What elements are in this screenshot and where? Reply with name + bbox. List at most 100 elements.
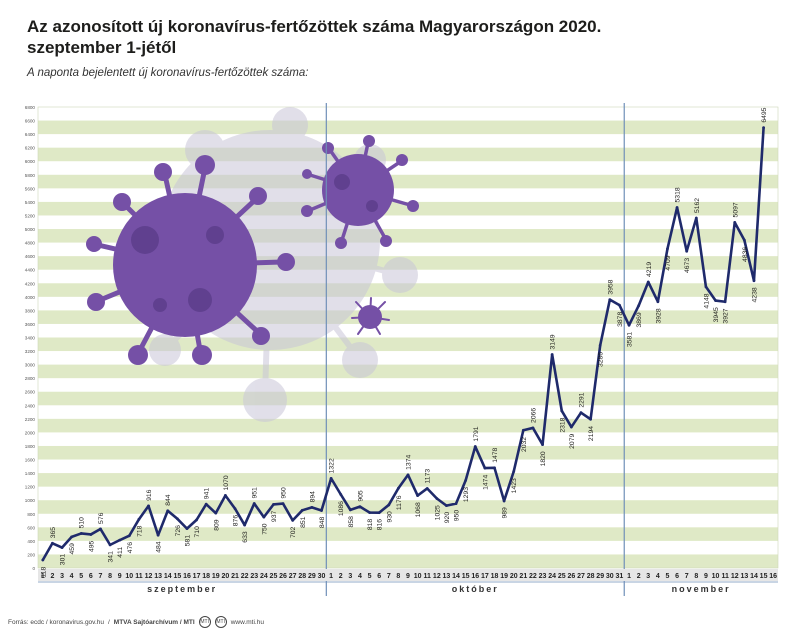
data-label: 3927 bbox=[723, 308, 730, 323]
data-label: 1293 bbox=[463, 487, 470, 502]
data-label: 950 bbox=[281, 487, 288, 499]
data-label: 951 bbox=[252, 487, 259, 499]
data-label: 930 bbox=[386, 511, 393, 523]
data-label: 484 bbox=[156, 541, 163, 553]
y-tick-label: 5400 bbox=[25, 200, 36, 205]
data-label: 809 bbox=[213, 519, 220, 531]
data-point bbox=[483, 466, 487, 470]
y-tick-label: 4600 bbox=[25, 254, 36, 259]
x-axis-band bbox=[38, 569, 778, 581]
y-tick-label: 3000 bbox=[25, 363, 36, 368]
data-point bbox=[502, 499, 506, 503]
x-tick-label: 13 bbox=[154, 573, 162, 580]
data-label: 718 bbox=[136, 525, 143, 537]
x-tick-label: 2 bbox=[50, 573, 54, 580]
data-label: 5162 bbox=[694, 198, 701, 213]
chart-subtitle: A naponta bejelentett új koronavírus-fer… bbox=[27, 67, 309, 79]
x-tick-label: 30 bbox=[318, 573, 326, 580]
data-label: 894 bbox=[309, 491, 316, 503]
data-label: 495 bbox=[88, 540, 95, 552]
data-label: 2318 bbox=[559, 417, 566, 432]
month-label: szeptember bbox=[147, 584, 217, 594]
data-point bbox=[541, 443, 544, 447]
data-point bbox=[329, 476, 333, 480]
x-tick-label: 22 bbox=[529, 573, 537, 580]
x-tick-label: 14 bbox=[164, 573, 172, 580]
url-text: www.mti.hu bbox=[230, 618, 264, 626]
data-label: 1173 bbox=[425, 469, 432, 484]
data-point bbox=[204, 502, 208, 506]
data-label: 702 bbox=[290, 526, 297, 538]
y-tick-label: 1600 bbox=[25, 458, 36, 463]
data-point bbox=[694, 216, 698, 220]
x-tick-label: 27 bbox=[577, 573, 585, 580]
data-label: 1068 bbox=[415, 502, 422, 517]
mti-logo-icon: MTI bbox=[198, 616, 211, 628]
x-tick-label: 18 bbox=[202, 573, 210, 580]
data-label: 726 bbox=[175, 525, 182, 537]
data-label: 2032 bbox=[521, 437, 528, 452]
x-tick-label: 1 bbox=[41, 573, 45, 580]
y-tick-label: 4400 bbox=[25, 268, 36, 273]
data-label: 1025 bbox=[434, 505, 441, 520]
data-label: 581 bbox=[184, 535, 191, 547]
data-point bbox=[656, 300, 660, 304]
data-point bbox=[60, 546, 64, 549]
data-label: 989 bbox=[502, 507, 509, 519]
data-point bbox=[733, 221, 737, 224]
source-text: Forrás: ecdc / koronavirus.gov.hu bbox=[8, 618, 104, 626]
background-stripe bbox=[38, 473, 778, 487]
x-tick-label: 30 bbox=[606, 573, 614, 580]
data-label: 750 bbox=[261, 523, 268, 535]
data-point bbox=[262, 515, 266, 519]
data-label: 576 bbox=[98, 512, 105, 524]
y-axis: 0 200 400 600 800 1000 1200 1400 1600 1800 2000 220… bbox=[25, 105, 36, 571]
x-tick-label: 13 bbox=[740, 573, 748, 580]
x-tick-label: 6 bbox=[675, 573, 679, 580]
x-tick-label: 25 bbox=[270, 573, 278, 580]
x-tick-label: 5 bbox=[368, 573, 372, 580]
data-label: 1086 bbox=[338, 501, 345, 516]
data-point bbox=[704, 285, 708, 289]
data-point bbox=[445, 504, 448, 508]
x-tick-label: 7 bbox=[99, 573, 103, 580]
data-point bbox=[368, 511, 371, 514]
data-point bbox=[41, 558, 45, 562]
data-point bbox=[147, 504, 150, 508]
data-label: 4709 bbox=[665, 255, 672, 270]
series-line-path bbox=[41, 126, 765, 562]
x-tick-label: 1 bbox=[627, 573, 631, 580]
month-dividers bbox=[38, 103, 778, 596]
footer: Forrás: ecdc / koronavirus.gov.hu / MTVA… bbox=[8, 616, 264, 628]
x-tick-label: 15 bbox=[173, 573, 181, 580]
data-point bbox=[127, 534, 131, 538]
y-tick-label: 400 bbox=[27, 539, 35, 544]
data-label: 4673 bbox=[684, 258, 691, 273]
y-tick-label: 5200 bbox=[25, 213, 36, 218]
x-tick-label: 16 bbox=[471, 573, 479, 580]
data-point bbox=[714, 299, 717, 302]
data-point bbox=[185, 527, 189, 531]
x-tick-label: 2 bbox=[339, 573, 343, 580]
data-label: 1423 bbox=[511, 478, 518, 493]
plot-frame bbox=[37, 106, 779, 569]
x-tick-label: 3 bbox=[646, 573, 650, 580]
y-tick-label: 3800 bbox=[25, 308, 36, 313]
x-tick-label: 16 bbox=[769, 573, 777, 580]
data-label: 459 bbox=[69, 543, 76, 555]
y-tick-label: 4800 bbox=[25, 241, 36, 246]
data-point bbox=[579, 411, 583, 415]
y-tick-label: 4200 bbox=[25, 281, 36, 286]
data-label: 633 bbox=[242, 531, 249, 543]
data-point bbox=[608, 298, 612, 302]
data-point bbox=[675, 206, 679, 209]
chart-title: Az azonosított új koronavírus-fertőzötte… bbox=[27, 17, 602, 57]
background-stripe bbox=[38, 337, 778, 352]
x-tick-label: 19 bbox=[500, 573, 508, 580]
y-tick-label: 4000 bbox=[25, 295, 36, 300]
data-point bbox=[233, 507, 237, 511]
y-tick-label: 2400 bbox=[25, 403, 36, 408]
data-point bbox=[175, 517, 179, 521]
